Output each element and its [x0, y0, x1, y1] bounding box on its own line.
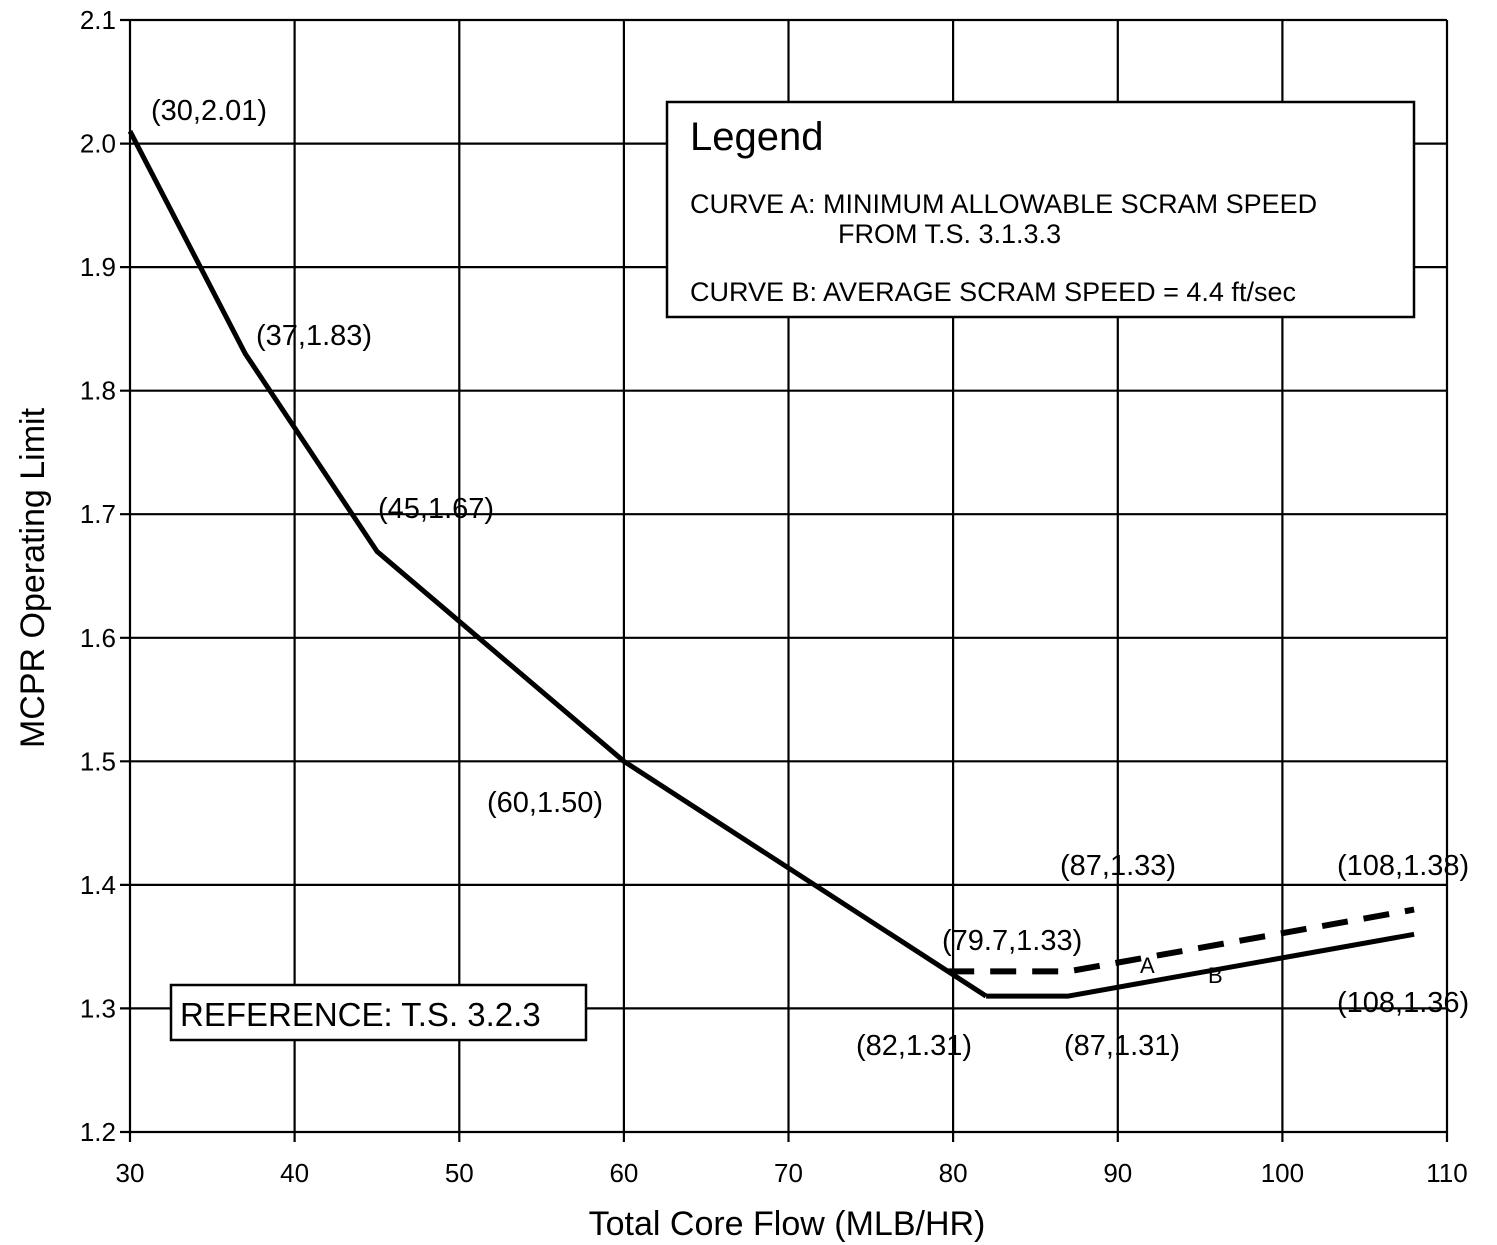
x-tick-label: 50: [445, 1158, 474, 1188]
y-tick-label: 1.5: [80, 746, 116, 776]
y-axis-title: MCPR Operating Limit: [14, 407, 52, 748]
y-tick-label: 1.9: [80, 252, 116, 282]
x-tick-label: 100: [1261, 1158, 1304, 1188]
annotation-60-1.50: (60,1.50): [487, 787, 603, 819]
annotation-45-1.67: (45,1.67): [378, 493, 494, 525]
x-tick-label: 60: [609, 1158, 638, 1188]
legend: Legend CURVE A: MINIMUM ALLOWABLE SCRAM …: [665, 100, 1416, 319]
curve-a-tag: A: [1140, 953, 1155, 978]
annotation-108-1.36: (108,1.36): [1337, 987, 1469, 1019]
x-tick-label: 110: [1426, 1158, 1467, 1188]
y-tick-label: 2.0: [80, 129, 116, 159]
legend-curve-a-line2: FROM T.S. 3.1.3.3: [838, 219, 1061, 249]
y-tick-label: 1.6: [80, 623, 116, 653]
y-tick-label: 1.3: [80, 993, 116, 1023]
series-line-main: [127, 130, 988, 999]
series-line-b: [986, 931, 1415, 999]
y-tick-label: 1.7: [80, 499, 116, 529]
y-tick-label: 1.2: [80, 1117, 116, 1147]
annotation-87-1.33: (87,1.33): [1060, 850, 1176, 882]
legend-curve-a-line1: CURVE A: MINIMUM ALLOWABLE SCRAM SPEED: [690, 189, 1317, 219]
annotation-30-2.01: (30,2.01): [151, 95, 267, 127]
curve-b-tag: B: [1208, 963, 1223, 988]
annotation-82-1.31: (82,1.31): [856, 1030, 972, 1062]
legend-curve-b: CURVE B: AVERAGE SCRAM SPEED = 4.4 ft/se…: [690, 277, 1296, 307]
x-tick-label: 30: [116, 1158, 145, 1188]
series-line-a: [948, 906, 1415, 975]
point-annotations: (30,2.01) (37,1.83) (45,1.67) (60,1.50) …: [151, 95, 1469, 1062]
x-tick-label: 70: [774, 1158, 803, 1188]
y-tick-label: 1.8: [80, 376, 116, 406]
reference-box: REFERENCE: T.S. 3.2.3: [169, 983, 588, 1042]
axis-ticks: 30 40 50 60 70 80 90 100 110 1.2 1.3 1.4 1.5 1.6 1.7 1.…: [80, 5, 1468, 1188]
legend-title: Legend: [690, 115, 823, 159]
annotation-37-1.83: (37,1.83): [256, 320, 372, 352]
annotation-87-1.31: (87,1.31): [1064, 1030, 1180, 1062]
y-tick-label: 2.1: [80, 5, 116, 35]
legend-box: [665, 100, 1416, 319]
x-tick-label: 90: [1103, 1158, 1132, 1188]
x-tick-label: 80: [939, 1158, 968, 1188]
x-axis-title: Total Core Flow (MLB/HR): [589, 1205, 986, 1243]
annotation-108-1.38: (108,1.38): [1337, 850, 1469, 882]
reference-frame: [169, 983, 588, 1042]
y-tick-label: 1.4: [80, 870, 116, 900]
x-tick-label: 40: [280, 1158, 309, 1188]
reference-note: REFERENCE: T.S. 3.2.3: [180, 996, 541, 1033]
series-lines: [127, 130, 1415, 999]
annotation-79.7-1.33: (79.7,1.33): [942, 925, 1082, 957]
